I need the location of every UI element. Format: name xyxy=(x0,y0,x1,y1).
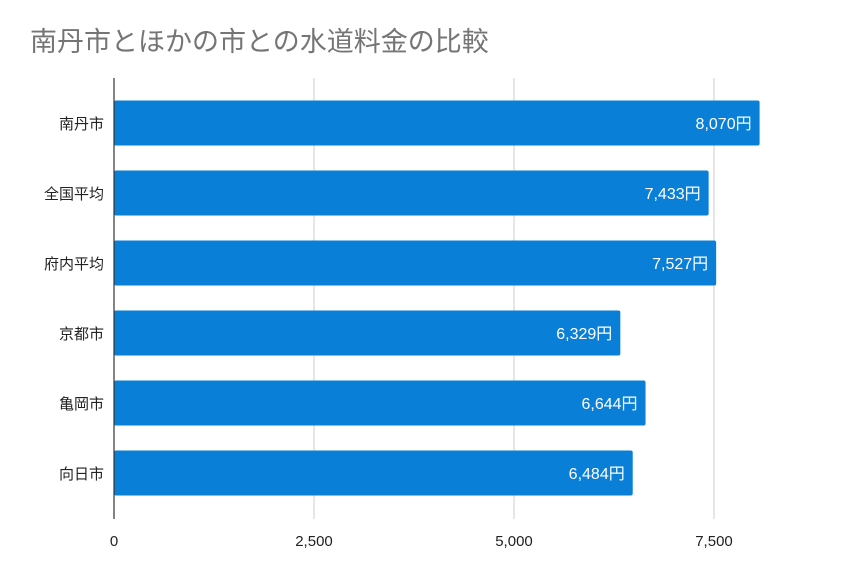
data-label: 7,527円 xyxy=(652,256,708,273)
data-label: 8,070円 xyxy=(696,116,752,133)
bar xyxy=(114,450,633,496)
data-label: 7,433円 xyxy=(645,186,701,203)
chart-title: 南丹市とほかの市との水道料金の比較 xyxy=(30,27,489,58)
x-tick-label: 0 xyxy=(110,533,118,550)
bar xyxy=(114,240,717,286)
category-label: 亀岡市 xyxy=(59,395,104,413)
bar xyxy=(114,380,646,426)
category-label: 向日市 xyxy=(59,465,104,483)
bar xyxy=(114,170,709,216)
bar xyxy=(114,100,760,146)
x-tick-label: 7,500 xyxy=(695,533,733,550)
data-label: 6,484円 xyxy=(569,466,625,483)
category-label: 府内平均 xyxy=(44,255,104,273)
bar xyxy=(114,310,621,356)
category-label: 京都市 xyxy=(59,325,104,343)
x-tick-label: 2,500 xyxy=(295,533,333,550)
category-label: 全国平均 xyxy=(44,185,104,203)
category-label: 南丹市 xyxy=(59,115,104,133)
data-label: 6,329円 xyxy=(556,326,612,343)
data-label: 6,644円 xyxy=(581,396,637,413)
x-tick-label: 5,000 xyxy=(495,533,533,550)
